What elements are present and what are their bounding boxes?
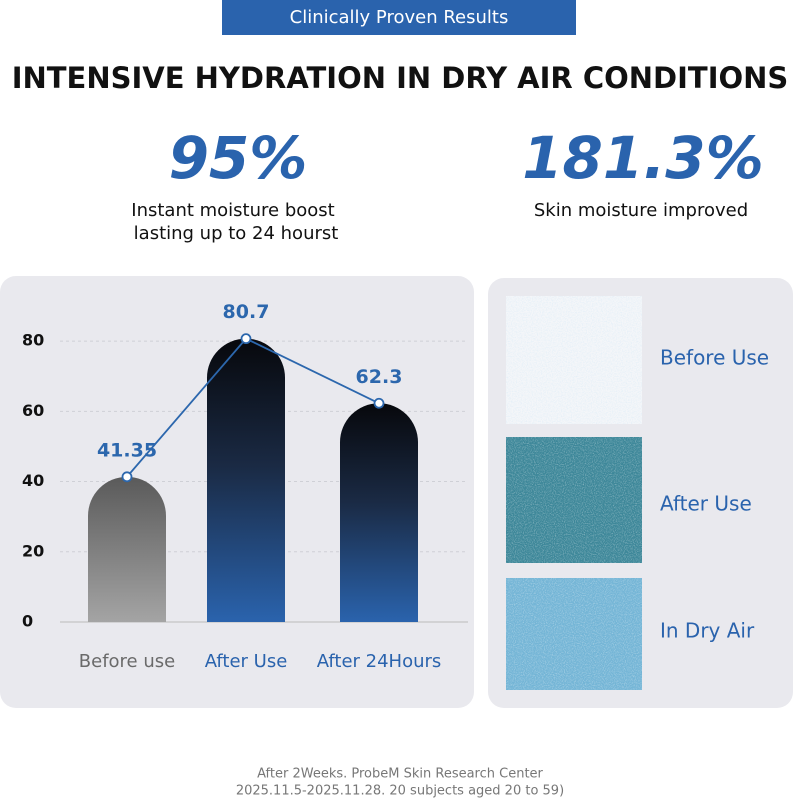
y-tick-label: 20 bbox=[22, 541, 44, 560]
y-tick-label: 60 bbox=[22, 401, 44, 420]
stat-label: Skin moisture improved bbox=[534, 200, 748, 221]
sample-label: After Use bbox=[660, 492, 752, 516]
point bbox=[240, 333, 252, 345]
point bbox=[121, 471, 133, 483]
y-tick-label: 0 bbox=[22, 612, 33, 631]
bar bbox=[88, 476, 166, 622]
badge-bg bbox=[222, 0, 576, 35]
stat-label: lasting up to 24 hourst bbox=[134, 223, 339, 244]
stat-value: 181.3% bbox=[522, 124, 764, 192]
badge: Clinically Proven Results bbox=[290, 7, 509, 28]
footnote: 2025.11.5-2025.11.28. 20 subjects aged 2… bbox=[236, 784, 564, 799]
stat-value: 95% bbox=[169, 124, 308, 192]
sample-swatch bbox=[506, 437, 642, 563]
y-tick-label: 80 bbox=[22, 331, 44, 350]
bar bbox=[207, 338, 285, 622]
x-tick-label: Before use bbox=[79, 651, 175, 672]
x-tick-label: After Use bbox=[205, 651, 288, 672]
headline: INTENSIVE HYDRATION IN DRY AIR CONDITION… bbox=[12, 61, 789, 95]
x-tick-label: After 24Hours bbox=[317, 651, 442, 672]
value-label: 62.3 bbox=[356, 366, 403, 388]
footnote: After 2Weeks. ProbeM Skin Research Cente… bbox=[257, 767, 543, 782]
value-label: 41.35 bbox=[97, 439, 157, 461]
sample-swatch bbox=[506, 296, 642, 424]
sample-label: Before Use bbox=[660, 346, 769, 370]
stat-label: Instant moisture boost bbox=[131, 200, 334, 221]
y-tick-label: 40 bbox=[22, 471, 44, 490]
point bbox=[373, 397, 385, 409]
bar bbox=[340, 403, 418, 622]
sample-swatch bbox=[506, 578, 642, 690]
sample-label: In Dry Air bbox=[660, 619, 755, 643]
value-label: 80.7 bbox=[223, 301, 270, 323]
